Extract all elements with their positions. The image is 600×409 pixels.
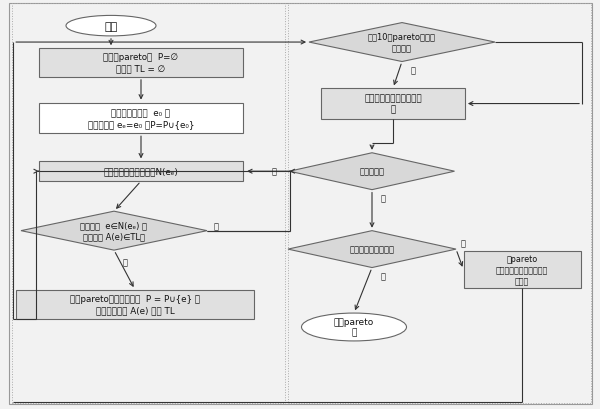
Text: 遍历完成？: 遍历完成？ <box>359 167 385 176</box>
Polygon shape <box>309 23 495 62</box>
Ellipse shape <box>302 313 407 341</box>
FancyBboxPatch shape <box>39 49 243 78</box>
Ellipse shape <box>66 16 156 37</box>
FancyBboxPatch shape <box>39 162 243 182</box>
Text: 构建可行初始解  e₀ ，
并令当前解 eₑ=e₀ ，P=P∪{e₀}: 构建可行初始解 e₀ ， 并令当前解 eₑ=e₀ ，P=P∪{e₀} <box>88 108 194 129</box>
Text: 根据pareto解的定义更新  P = P∪{e} ，
并把禁忌对象 A(e) 加入 TL: 根据pareto解的定义更新 P = P∪{e} ， 并把禁忌对象 A(e) 加… <box>70 294 200 315</box>
Text: 采用惩罚策略跳出局部最
优: 采用惩罚策略跳出局部最 优 <box>364 94 422 115</box>
Text: 是: 是 <box>380 272 385 281</box>
FancyBboxPatch shape <box>321 89 465 119</box>
Text: 否: 否 <box>122 258 127 266</box>
Text: 是: 是 <box>214 222 218 231</box>
Text: 否: 否 <box>461 238 466 247</box>
Text: 开始: 开始 <box>104 22 118 31</box>
Polygon shape <box>288 231 456 268</box>
FancyBboxPatch shape <box>16 290 254 319</box>
Text: 初始化pareto解  P=∅
禁忌表 TL = ∅: 初始化pareto解 P=∅ 禁忌表 TL = ∅ <box>103 53 179 74</box>
Text: 输出pareto
解: 输出pareto 解 <box>334 317 374 337</box>
FancyBboxPatch shape <box>9 4 592 404</box>
FancyBboxPatch shape <box>464 252 581 288</box>
Text: 否: 否 <box>272 167 277 176</box>
Text: 连甆10代pareto解集得
到更新？: 连甆10代pareto解集得 到更新？ <box>368 33 436 53</box>
Text: 否: 否 <box>410 66 415 75</box>
Text: 仮pareto
解中随机选择一个解作为
当前解: 仮pareto 解中随机选择一个解作为 当前解 <box>496 254 548 285</box>
Text: 产生当前解的可行邻域N(eₑ): 产生当前解的可行邻域N(eₑ) <box>104 167 178 176</box>
Text: 达到最大迭代次数？: 达到最大迭代次数？ <box>349 245 395 254</box>
Polygon shape <box>21 212 207 250</box>
Text: 是: 是 <box>380 194 385 203</box>
Text: 遍历任一  e∈N(eₑ) ，
禁忌对象 A(e)∈TL？: 遍历任一 e∈N(eₑ) ， 禁忌对象 A(e)∈TL？ <box>80 221 148 241</box>
Polygon shape <box>290 153 455 190</box>
FancyBboxPatch shape <box>39 103 243 134</box>
